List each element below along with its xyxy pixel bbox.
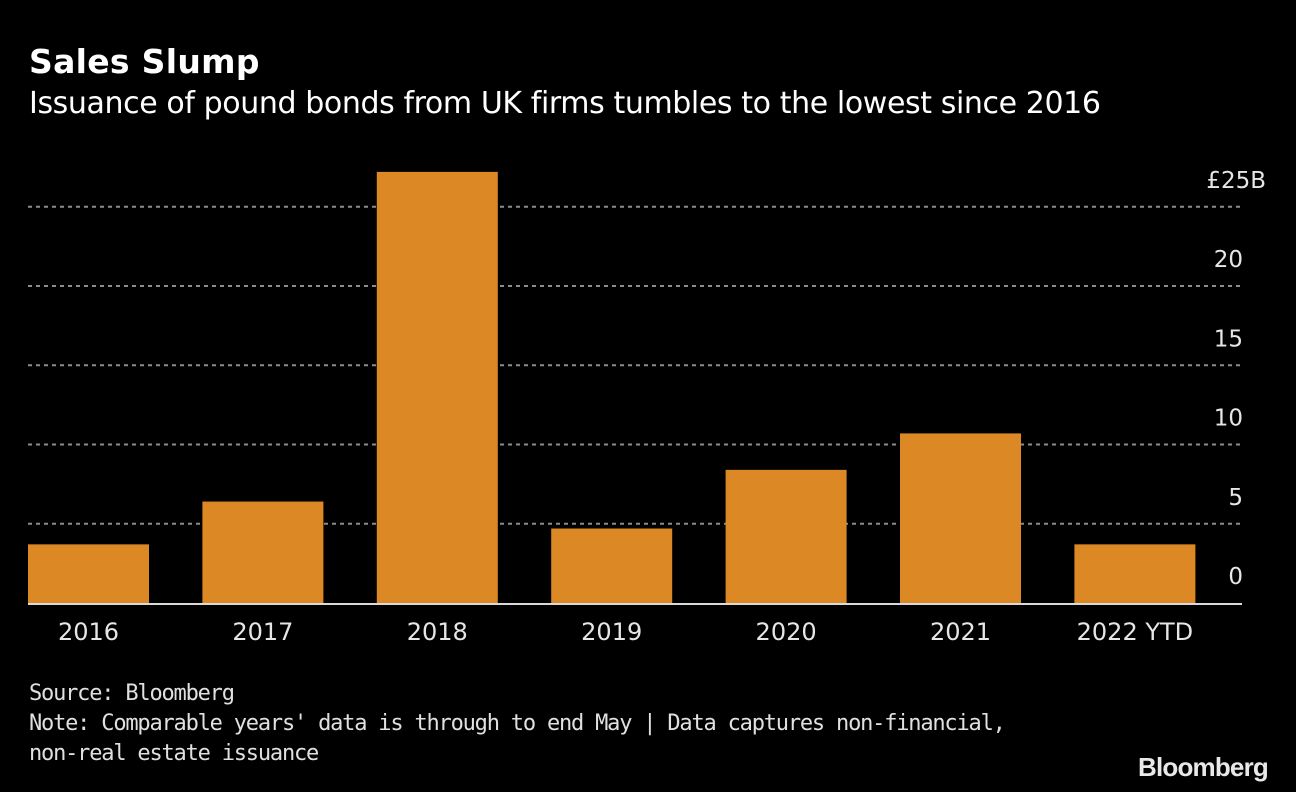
bloomberg-logo: Bloomberg <box>1137 752 1269 782</box>
bar-2018 <box>376 171 498 603</box>
y-tick-label-25: £25B <box>1206 168 1266 194</box>
x-tick-label-2019: 2019 <box>581 618 642 646</box>
x-axis-tick-labels: 2016 2017 2018 2019 2020 2021 2022 YTD <box>58 618 1193 646</box>
y-tick-label-10: 10 <box>1214 406 1243 432</box>
bar-2016 <box>28 544 149 603</box>
data-note-line-2: non-real estate issuance <box>29 741 319 766</box>
x-tick-label-2022-ytd: 2022 YTD <box>1077 618 1194 646</box>
x-tick-label-2017: 2017 <box>232 618 293 646</box>
y-tick-label-15: 15 <box>1214 326 1243 352</box>
gridlines <box>28 205 1242 525</box>
bar-chart: 0 5 10 15 20 £25B 2016 2017 2018 2019 2020 2021 202… <box>28 168 1266 646</box>
y-tick-label-0: 0 <box>1228 564 1243 590</box>
y-tick-label-5: 5 <box>1228 485 1243 511</box>
x-tick-label-2020: 2020 <box>756 618 817 646</box>
bars <box>28 171 1196 603</box>
chart-footer: Source: Bloomberg Note: Comparable years… <box>29 679 1006 769</box>
source-note: Source: Bloomberg <box>29 681 235 706</box>
x-tick-label-2021: 2021 <box>930 618 991 646</box>
y-tick-label-20: 20 <box>1214 247 1243 273</box>
bar-2019 <box>551 528 673 603</box>
x-tick-label-2016: 2016 <box>58 618 119 646</box>
y-axis-tick-labels: 0 5 10 15 20 £25B <box>1206 168 1266 590</box>
data-note-line-1: Note: Comparable years' data is through … <box>29 711 1006 736</box>
bar-2017 <box>202 501 324 603</box>
bar-2022-ytd <box>1074 544 1196 603</box>
x-tick-label-2018: 2018 <box>407 618 468 646</box>
chart-title: Sales Slump <box>29 42 260 81</box>
chart-subtitle: Issuance of pound bonds from UK firms tu… <box>29 86 1101 121</box>
bar-2021 <box>900 433 1021 603</box>
bar-2020 <box>725 469 847 603</box>
